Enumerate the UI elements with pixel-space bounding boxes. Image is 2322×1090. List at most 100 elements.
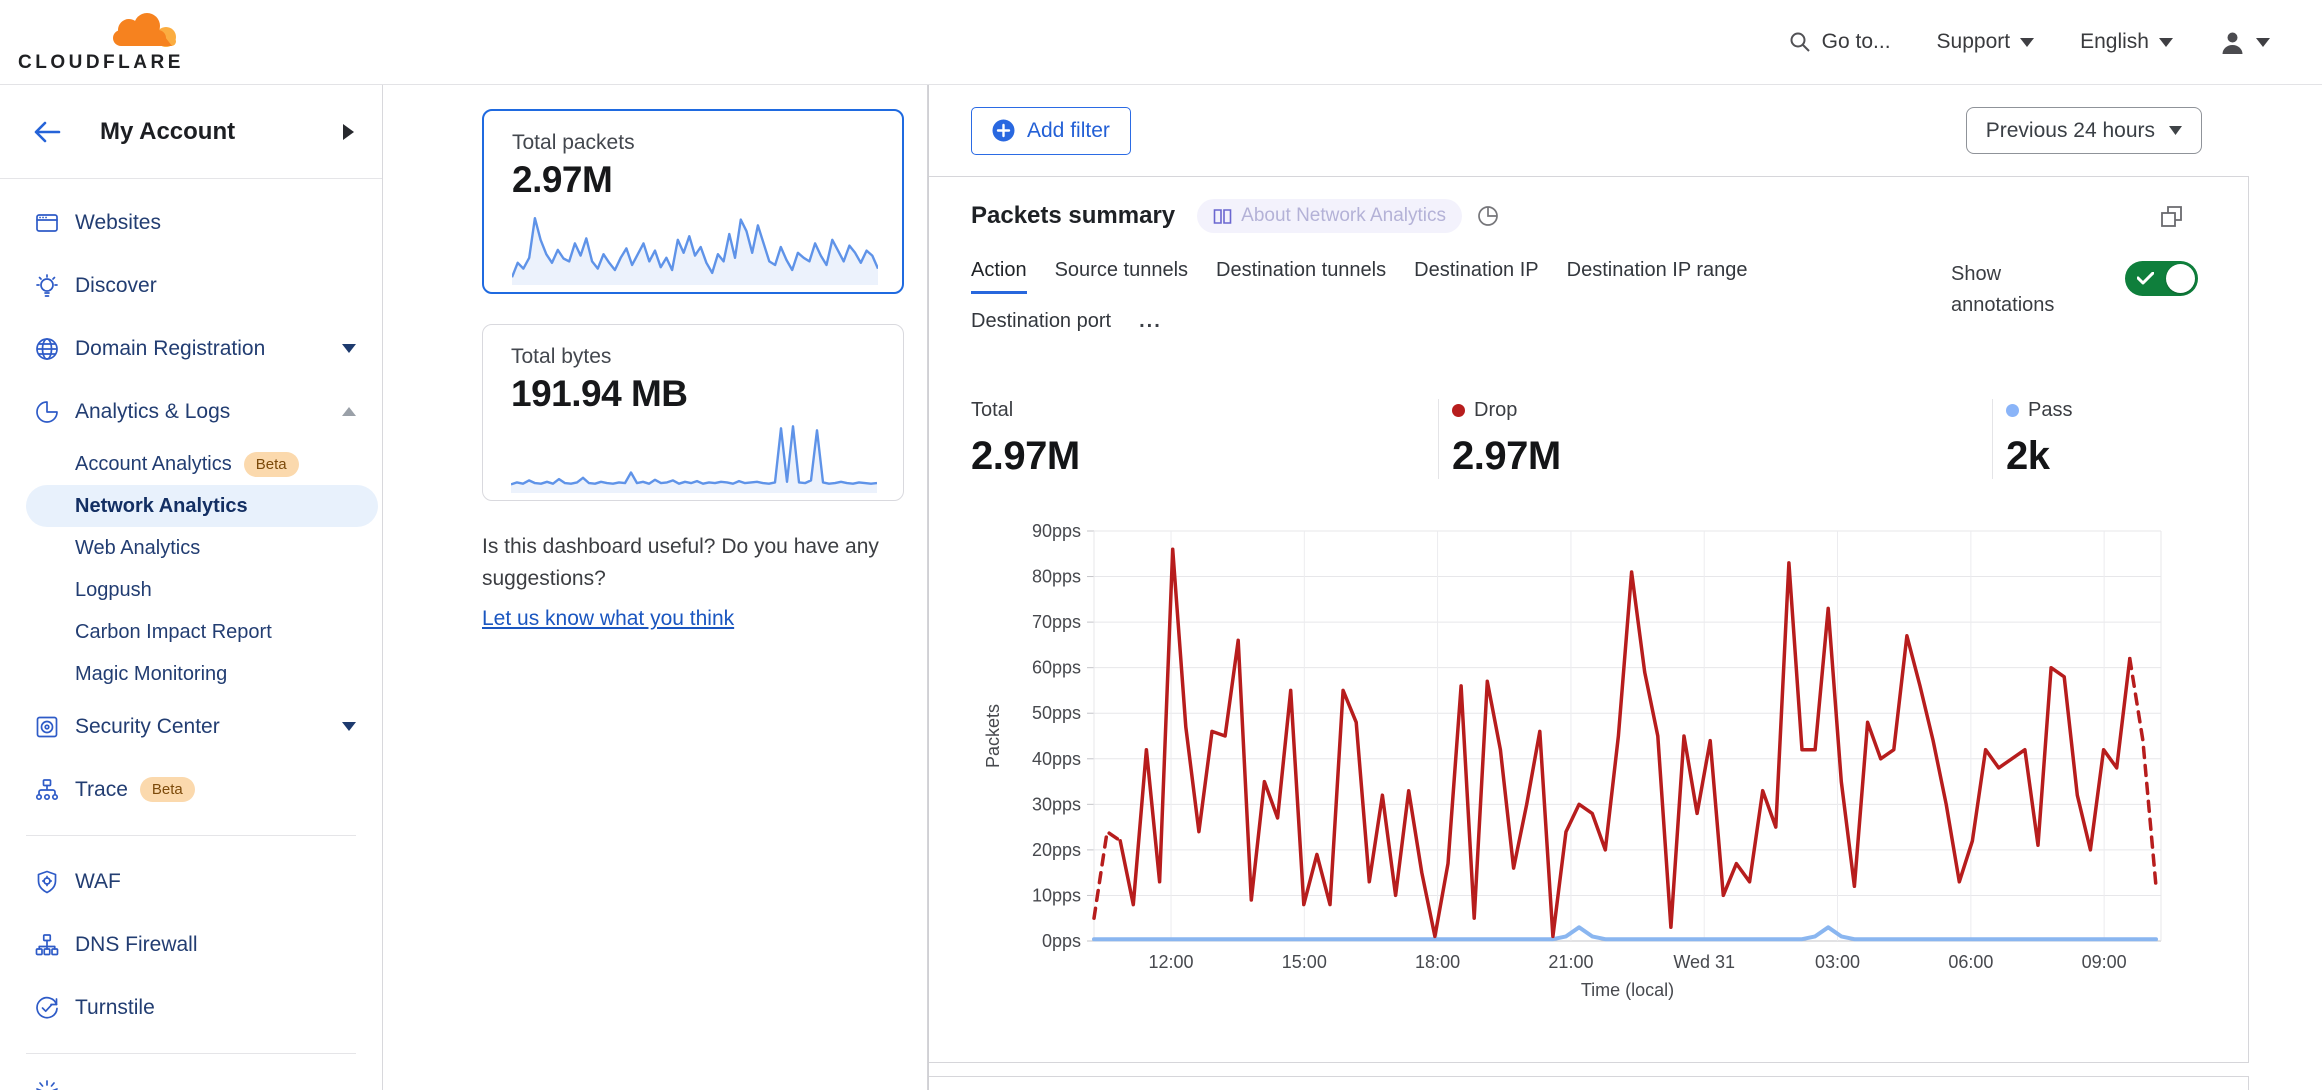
check-icon	[2137, 272, 2154, 285]
plus-circle-icon	[992, 119, 1015, 142]
sidebar-item-carbon-impact-report[interactable]: Carbon Impact Report	[0, 611, 382, 653]
turnstile-icon	[34, 995, 60, 1021]
support-label: Support	[1936, 30, 2011, 53]
language-label: English	[2080, 30, 2149, 53]
sidebar-nav: Websites Discover Domain Registration Analy…	[0, 179, 382, 1090]
sidebar-item-waf[interactable]: WAF	[0, 850, 382, 913]
sidebar-item-trace[interactable]: Trace Beta	[0, 758, 382, 821]
main-panel: Add filter Previous 24 hours Packets sum…	[928, 85, 2249, 1090]
globe-icon	[34, 336, 60, 362]
card-value: 191.94 MB	[511, 373, 688, 414]
total-packets-card[interactable]: Total packets 2.97M	[482, 109, 904, 294]
sidebar-item-label: Carbon Impact Report	[75, 620, 272, 643]
stat-value: 2.97M	[1452, 434, 1561, 478]
pie-icon	[34, 399, 60, 425]
sidebar-item-discover[interactable]: Discover	[0, 254, 382, 317]
sidebar-item-label: Analytics & Logs	[75, 399, 231, 423]
chevron-right-icon[interactable]	[343, 123, 354, 140]
sidebar-item-dns-firewall[interactable]: DNS Firewall	[0, 913, 382, 976]
go-to-search[interactable]: Go to...	[1788, 30, 1891, 54]
svg-text:0pps: 0pps	[1042, 931, 1081, 951]
show-annotations-toggle[interactable]	[2125, 261, 2198, 296]
sidebar-item-turnstile[interactable]: Turnstile	[0, 976, 382, 1039]
sidebar-item-label: Websites	[75, 210, 161, 234]
svg-text:06:00: 06:00	[1948, 952, 1993, 972]
sidebar-item-label: WAF	[75, 869, 121, 893]
tabs-more-button[interactable]: ...	[1139, 310, 1162, 332]
about-network-analytics-badge[interactable]: About Network Analytics	[1197, 199, 1463, 233]
feedback-link[interactable]: Let us know what you think	[482, 607, 735, 630]
svg-text:09:00: 09:00	[2082, 952, 2127, 972]
panel-title: Packets summary	[971, 202, 1176, 229]
language-menu[interactable]: English	[2080, 30, 2173, 54]
sidebar-item-magic-monitoring[interactable]: Magic Monitoring	[0, 653, 382, 695]
go-to-label: Go to...	[1821, 30, 1891, 53]
tab-source-tunnels[interactable]: Source tunnels	[1054, 259, 1189, 281]
sidebar-item-domain-registration[interactable]: Domain Registration	[0, 317, 382, 380]
sidebar-item-security-center[interactable]: Security Center	[0, 695, 382, 758]
sidebar-item-logpush[interactable]: Logpush	[0, 569, 382, 611]
hierarchy-icon	[34, 932, 60, 958]
back-arrow-icon[interactable]	[32, 120, 62, 144]
stat-label: Drop	[1474, 399, 1518, 421]
sidebar-item-label: Web Analytics	[75, 536, 201, 559]
account-title: My Account	[100, 117, 236, 145]
svg-text:40pps: 40pps	[1032, 749, 1081, 769]
sidebar-item-partial-item[interactable]	[0, 1068, 382, 1090]
summary-column: Total packets 2.97M Total bytes 191.94 M…	[383, 85, 928, 1090]
chevron-down-icon	[2159, 37, 2173, 47]
vault-icon	[34, 714, 60, 740]
shield-gear-icon	[34, 869, 60, 895]
chevron-down-icon	[342, 722, 356, 731]
search-icon	[1790, 32, 1810, 52]
svg-text:30pps: 30pps	[1032, 794, 1081, 814]
cloudflare-cloud-icon	[113, 12, 176, 47]
tab-destination-ip[interactable]: Destination IP	[1414, 259, 1539, 281]
svg-text:21:00: 21:00	[1548, 952, 1593, 972]
sidebar-item-label: Account Analytics	[75, 452, 232, 475]
account-menu[interactable]	[2219, 29, 2270, 56]
sidebar-item-account-analytics[interactable]: Account Analytics Beta	[0, 443, 382, 485]
total-packets-sparkline	[512, 216, 878, 285]
sidebar-divider	[26, 1053, 356, 1054]
tab-destination-tunnels[interactable]: Destination tunnels	[1216, 259, 1387, 281]
tab-action[interactable]: Action	[971, 259, 1027, 294]
legend-dot-pass	[2006, 404, 2019, 417]
support-menu[interactable]: Support	[1937, 30, 2035, 54]
packets-time-series-chart[interactable]: 0pps 10pps 20pps 30pps 40pps 50pps 60pps 70pps 8…	[929, 479, 2248, 1009]
total-bytes-card[interactable]: Total bytes 191.94 MB	[482, 324, 904, 501]
sidebar-item-analytics-logs[interactable]: Analytics & Logs	[0, 380, 382, 443]
card-label: Total packets	[512, 131, 635, 154]
svg-text:12:00: 12:00	[1149, 952, 1194, 972]
window-icon	[34, 210, 60, 236]
svg-text:Time (local): Time (local)	[1581, 980, 1674, 1000]
sidebar-item-label: Security Center	[75, 714, 220, 738]
tab-destination-port[interactable]: Destination port	[971, 310, 1112, 332]
sidebar-item-label: Domain Registration	[75, 336, 266, 360]
svg-text:Wed 31: Wed 31	[1673, 952, 1735, 972]
pie-chart-icon[interactable]	[1476, 204, 1500, 228]
account-row: My Account	[0, 85, 382, 179]
feedback-text: Is this dashboard useful? Do you have an…	[482, 535, 879, 590]
sidebar-item-websites[interactable]: Websites	[0, 191, 382, 254]
sidebar-item-network-analytics[interactable]: Network Analytics	[26, 485, 378, 527]
sidebar-item-web-analytics[interactable]: Web Analytics	[0, 527, 382, 569]
stats-row: Total 2.97M Drop 2.97M Pass 2k	[929, 399, 2248, 479]
time-range-dropdown[interactable]: Previous 24 hours	[1965, 107, 2202, 154]
add-filter-button[interactable]: Add filter	[971, 106, 1131, 155]
next-card-top-edge	[929, 1076, 2249, 1090]
stat-label: Total	[971, 399, 1014, 421]
chevron-down-icon	[2169, 126, 2182, 135]
chevron-down-icon	[2256, 37, 2270, 47]
trace-icon	[34, 777, 60, 803]
stat-value: 2.97M	[971, 434, 1080, 478]
svg-text:70pps: 70pps	[1032, 612, 1081, 632]
beta-badge: Beta	[243, 451, 299, 477]
cloudflare-logo[interactable]: CLOUDFLARE	[18, 11, 218, 74]
expand-icon[interactable]	[2158, 203, 2185, 230]
starburst-icon	[34, 1078, 382, 1090]
add-filter-label: Add filter	[1027, 118, 1110, 142]
bulb-icon	[34, 273, 60, 299]
cloudflare-logo-text: CLOUDFLARE	[18, 51, 184, 73]
tab-destination-ip-range[interactable]: Destination IP range	[1566, 259, 1748, 281]
